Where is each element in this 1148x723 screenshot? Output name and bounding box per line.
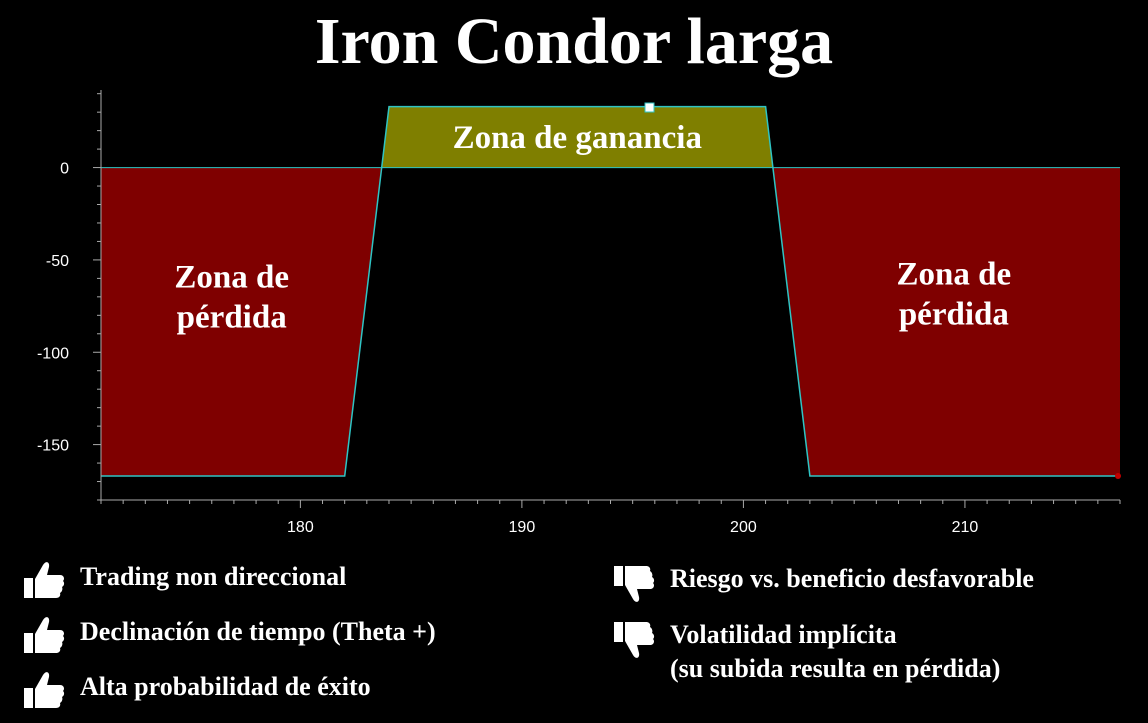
y-tick-label: -100 bbox=[37, 345, 69, 362]
thumbs-down-icon bbox=[614, 566, 655, 602]
con-item-2: Volatilidad implícita (su subida resulta… bbox=[612, 618, 1000, 686]
zone-label: Zona de pérdida bbox=[174, 260, 289, 336]
x-tick-label: 190 bbox=[509, 519, 536, 536]
loss-zone-left bbox=[101, 167, 382, 476]
x-tick-label: 180 bbox=[287, 519, 314, 536]
x-tick-label: 210 bbox=[952, 519, 979, 536]
thumbs-up-icon bbox=[24, 672, 65, 708]
thumbs-up-icon bbox=[24, 562, 65, 598]
profit-zone bbox=[381, 106, 773, 168]
y-tick-label: -50 bbox=[46, 253, 69, 270]
thumbs-up-icon bbox=[24, 617, 65, 653]
chart-title: Iron Condor larga bbox=[314, 5, 834, 78]
payoff-line bbox=[101, 105, 1120, 477]
zone-label: Zona de pérdida bbox=[897, 257, 1012, 333]
con-item-label: Volatilidad implícita (su subida resulta… bbox=[670, 620, 1001, 683]
y-tick-label: -150 bbox=[37, 438, 69, 455]
y-tick-label: 0 bbox=[60, 161, 69, 178]
zone-label: Zona de ganancia bbox=[453, 120, 702, 156]
loss-zone-right bbox=[772, 167, 1120, 476]
pro-item-1: Trading non direccional bbox=[22, 560, 346, 600]
pro-item-3: Alta probabilidad de éxito bbox=[22, 670, 371, 710]
pro-item-2: Declinación de tiempo (Theta +) bbox=[22, 615, 436, 655]
pro-item-label: Alta probabilidad de éxito bbox=[80, 672, 371, 701]
end-marker bbox=[1115, 472, 1121, 479]
peak-marker bbox=[644, 102, 655, 113]
pro-item-label: Trading non direccional bbox=[80, 562, 347, 591]
con-item-1: Riesgo vs. beneficio desfavorable bbox=[612, 562, 1034, 606]
thumbs-down-icon bbox=[614, 622, 655, 658]
con-item-label: Riesgo vs. beneficio desfavorable bbox=[670, 564, 1034, 593]
pro-item-label: Declinación de tiempo (Theta +) bbox=[80, 617, 436, 646]
x-tick-label: 200 bbox=[730, 519, 757, 536]
